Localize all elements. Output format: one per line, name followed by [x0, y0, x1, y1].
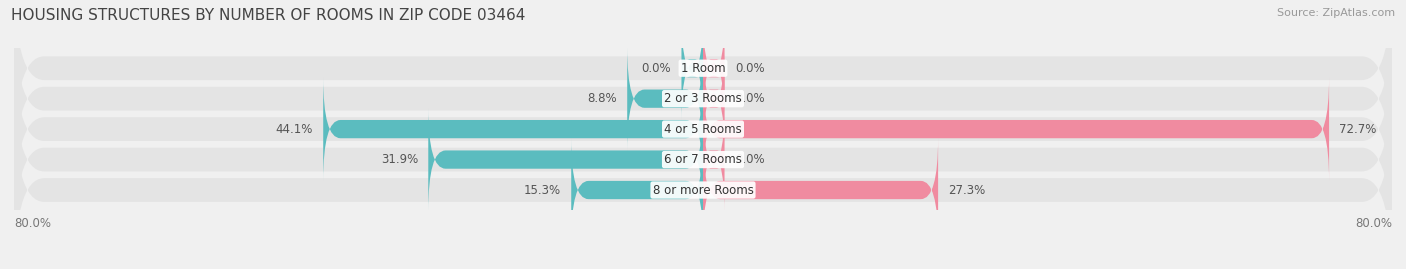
Text: 2 or 3 Rooms: 2 or 3 Rooms [664, 92, 742, 105]
Legend: Owner-occupied, Renter-occupied: Owner-occupied, Renter-occupied [572, 266, 834, 269]
FancyBboxPatch shape [429, 108, 703, 211]
Text: 0.0%: 0.0% [735, 92, 765, 105]
FancyBboxPatch shape [14, 4, 1392, 193]
Text: 44.1%: 44.1% [276, 123, 314, 136]
FancyBboxPatch shape [627, 47, 703, 150]
FancyBboxPatch shape [323, 77, 703, 181]
Text: 8.8%: 8.8% [588, 92, 617, 105]
Text: 0.0%: 0.0% [735, 153, 765, 166]
FancyBboxPatch shape [571, 138, 703, 242]
Text: 4 or 5 Rooms: 4 or 5 Rooms [664, 123, 742, 136]
FancyBboxPatch shape [703, 16, 724, 120]
Text: 6 or 7 Rooms: 6 or 7 Rooms [664, 153, 742, 166]
Text: 80.0%: 80.0% [14, 217, 51, 231]
FancyBboxPatch shape [14, 34, 1392, 224]
FancyBboxPatch shape [703, 47, 724, 150]
FancyBboxPatch shape [14, 0, 1392, 163]
FancyBboxPatch shape [14, 65, 1392, 254]
Text: 8 or more Rooms: 8 or more Rooms [652, 183, 754, 197]
FancyBboxPatch shape [703, 138, 938, 242]
Text: HOUSING STRUCTURES BY NUMBER OF ROOMS IN ZIP CODE 03464: HOUSING STRUCTURES BY NUMBER OF ROOMS IN… [11, 8, 526, 23]
Text: 72.7%: 72.7% [1340, 123, 1376, 136]
FancyBboxPatch shape [682, 16, 703, 120]
Text: 31.9%: 31.9% [381, 153, 418, 166]
Text: 0.0%: 0.0% [735, 62, 765, 75]
Text: 27.3%: 27.3% [949, 183, 986, 197]
FancyBboxPatch shape [703, 77, 1329, 181]
Text: 15.3%: 15.3% [524, 183, 561, 197]
Text: Source: ZipAtlas.com: Source: ZipAtlas.com [1277, 8, 1395, 18]
Text: 0.0%: 0.0% [641, 62, 671, 75]
Text: 1 Room: 1 Room [681, 62, 725, 75]
Text: 80.0%: 80.0% [1355, 217, 1392, 231]
FancyBboxPatch shape [14, 95, 1392, 269]
FancyBboxPatch shape [703, 108, 724, 211]
